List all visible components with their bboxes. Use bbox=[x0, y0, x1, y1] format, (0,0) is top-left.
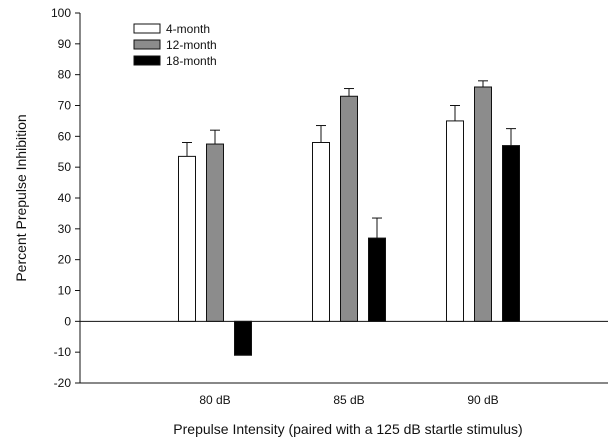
bar-4-month-80dB bbox=[178, 155, 196, 322]
bar-4-month-85dB bbox=[312, 142, 330, 322]
x-tick-label: 85 dB bbox=[333, 393, 364, 407]
y-tick-label: 0 bbox=[64, 314, 71, 328]
legend-label-4-month: 4-month bbox=[166, 22, 210, 36]
legend: 4-month 12-month 18-month bbox=[133, 22, 217, 68]
bar-12-month-90dB bbox=[474, 86, 492, 322]
bars bbox=[178, 80, 520, 356]
y-tick-label: 70 bbox=[58, 99, 72, 113]
y-tick-label: 10 bbox=[58, 284, 72, 298]
y-tick-label: 90 bbox=[58, 37, 72, 51]
legend-swatch-4-month bbox=[133, 23, 161, 34]
legend-swatch-12-month bbox=[133, 39, 161, 50]
y-tick-label: 20 bbox=[58, 253, 72, 267]
y-tick-label: 40 bbox=[58, 191, 72, 205]
bar-18-month-85dB bbox=[368, 237, 386, 322]
bar-12-month-85dB bbox=[340, 95, 358, 322]
bar-4-month-90dB bbox=[446, 120, 464, 322]
y-tick-label: 80 bbox=[58, 68, 72, 82]
x-tick-label: 90 dB bbox=[467, 393, 498, 407]
y-axis-title: Percent Prepulse Inhibition bbox=[13, 114, 29, 281]
y-tick-label: 50 bbox=[58, 160, 72, 174]
x-axis-title: Prepulse Intensity (paired with a 125 dB… bbox=[173, 421, 522, 437]
legend-label-18-month: 18-month bbox=[166, 54, 217, 68]
bar-18-month-90dB bbox=[502, 145, 520, 322]
legend-label-12-month: 12-month bbox=[166, 38, 217, 52]
y-tick-label: 60 bbox=[58, 129, 72, 143]
y-tick-label: 100 bbox=[51, 6, 71, 20]
bar-12-month-80dB bbox=[206, 143, 224, 322]
bar-18-month-80dB bbox=[234, 320, 252, 356]
x-tick-label: 80 dB bbox=[199, 393, 230, 407]
y-tick-label: 30 bbox=[58, 222, 72, 236]
y-tick-label: -20 bbox=[54, 376, 72, 390]
y-tick-label: -10 bbox=[54, 345, 72, 359]
legend-swatch-18-month bbox=[133, 55, 161, 66]
